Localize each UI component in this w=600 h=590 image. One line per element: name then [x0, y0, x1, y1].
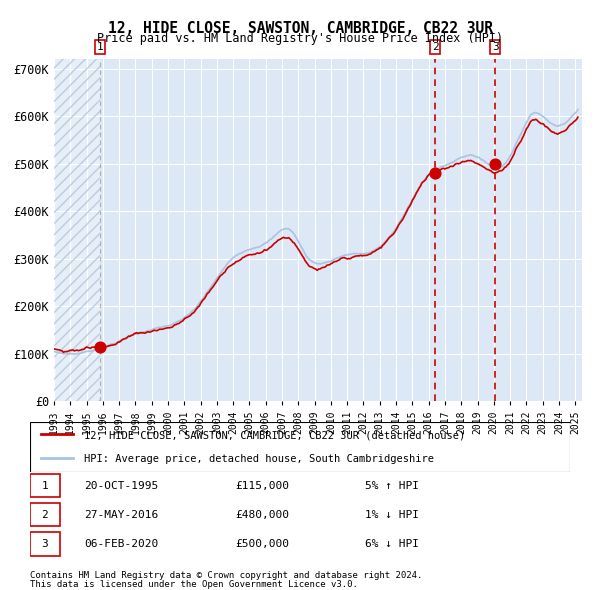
Point	[430, 168, 440, 178]
Text: 1: 1	[41, 481, 48, 491]
Text: Price paid vs. HM Land Registry's House Price Index (HPI): Price paid vs. HM Land Registry's House …	[97, 32, 503, 45]
Text: This data is licensed under the Open Government Licence v3.0.: This data is licensed under the Open Gov…	[30, 579, 358, 589]
Text: 12, HIDE CLOSE, SAWSTON, CAMBRIDGE, CB22 3UR: 12, HIDE CLOSE, SAWSTON, CAMBRIDGE, CB22…	[107, 21, 493, 35]
Text: 12, HIDE CLOSE, SAWSTON, CAMBRIDGE, CB22 3UR (detached house): 12, HIDE CLOSE, SAWSTON, CAMBRIDGE, CB22…	[84, 430, 465, 440]
Bar	[54, 59, 100, 401]
Text: 20-OCT-1995: 20-OCT-1995	[84, 481, 158, 491]
Text: 3: 3	[41, 539, 48, 549]
Text: Contains HM Land Registry data © Crown copyright and database right 2024.: Contains HM Land Registry data © Crown c…	[30, 571, 422, 580]
Bar	[30, 503, 60, 526]
Text: 5% ↑ HPI: 5% ↑ HPI	[365, 481, 419, 491]
Text: 1: 1	[96, 42, 103, 52]
Point	[491, 159, 500, 168]
Text: £500,000: £500,000	[235, 539, 289, 549]
Text: 3: 3	[492, 42, 499, 52]
Point	[95, 342, 104, 351]
Text: 1% ↓ HPI: 1% ↓ HPI	[365, 510, 419, 520]
Bar	[30, 532, 60, 556]
Text: 2: 2	[41, 510, 48, 520]
Bar	[54, 59, 100, 401]
Text: 06-FEB-2020: 06-FEB-2020	[84, 539, 158, 549]
Text: 2: 2	[432, 42, 439, 52]
Text: 27-MAY-2016: 27-MAY-2016	[84, 510, 158, 520]
Text: £480,000: £480,000	[235, 510, 289, 520]
Text: HPI: Average price, detached house, South Cambridgeshire: HPI: Average price, detached house, Sout…	[84, 454, 434, 464]
Text: 6% ↓ HPI: 6% ↓ HPI	[365, 539, 419, 549]
Bar	[30, 474, 60, 497]
Text: £115,000: £115,000	[235, 481, 289, 491]
